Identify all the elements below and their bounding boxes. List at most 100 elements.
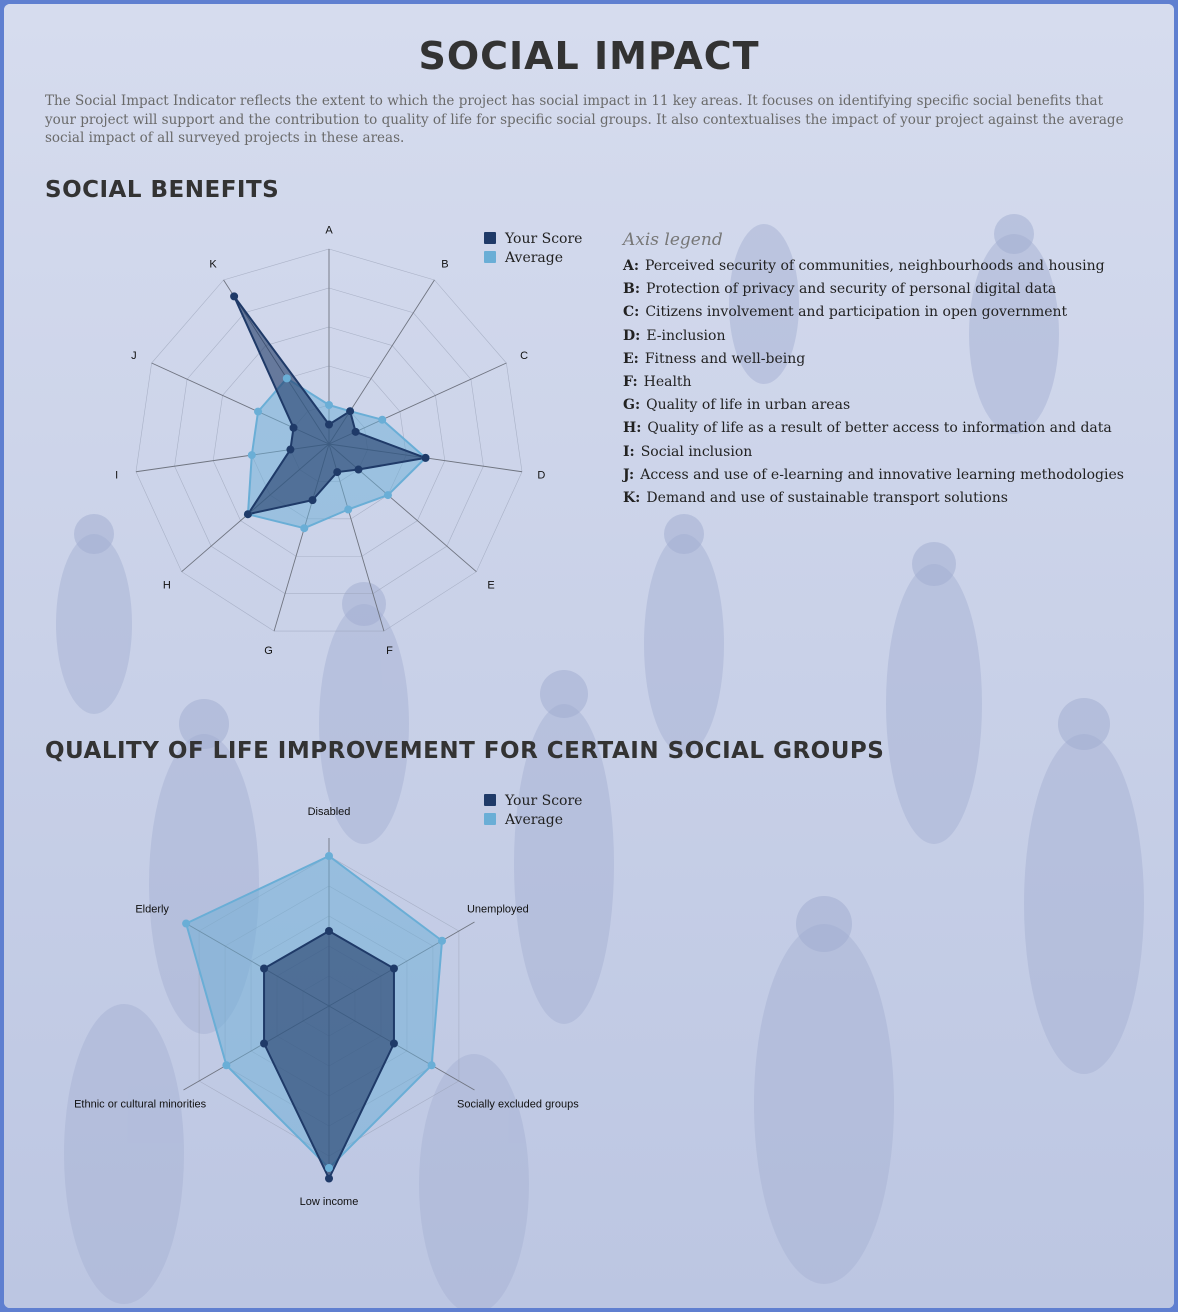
radar-axis-label: K: [209, 259, 217, 271]
radar-axis-label: Elderly: [135, 904, 169, 916]
your-score-point: [286, 445, 295, 454]
your-score-point: [325, 1174, 333, 1183]
your-score-point: [351, 427, 360, 436]
radar-axis-label: C: [520, 350, 528, 362]
average-point: [325, 852, 333, 860]
axis-legend-item: K: Demand and use of sustainable transpor…: [623, 490, 1163, 513]
average-point: [378, 415, 387, 424]
radar-grid-ring: [135, 248, 523, 632]
social-groups-radar-chart: Disabled Unemployed Socially excluded grou…: [74, 793, 582, 1208]
axis-legend-key: E:: [623, 350, 639, 367]
axis-legend-text: Quality of life as a result of better ac…: [647, 420, 1112, 437]
radar-axis-label: Socially excluded groups: [457, 1099, 579, 1111]
axis-legend-text: Quality of life in urban areas: [646, 397, 851, 414]
your-score-point: [354, 465, 363, 474]
your-score-point: [389, 1039, 398, 1048]
axis-legend-text: Social inclusion: [640, 443, 753, 460]
radar-axis-label: H: [163, 579, 171, 591]
legend-average-swatch: [484, 251, 496, 263]
radar-axis-label: D: [537, 470, 545, 482]
your-score-point: [389, 964, 398, 973]
legend-your-score-label: Your Score: [504, 793, 582, 809]
axis-legend-list: A: Perceived security of communities, nei…: [623, 258, 1163, 513]
axis-legend-key: D:: [623, 327, 641, 344]
axis-legend-text: Health: [643, 373, 692, 390]
radar-axis-label: A: [325, 225, 333, 237]
social-benefits-radar-chart: A B C D E F G H I J K Your Score Average: [115, 225, 582, 657]
radar-axis-label: J: [131, 350, 137, 362]
legend-your-score-label: Your Score: [504, 231, 582, 247]
axis-legend-text: E-inclusion: [646, 327, 726, 344]
average-point: [182, 919, 191, 928]
your-score-point: [260, 1039, 269, 1048]
radar-axis-label: F: [386, 645, 393, 657]
axis-legend: Axis legend A: Perceived security of comm…: [623, 230, 1163, 513]
axis-legend-key: K:: [623, 489, 641, 506]
axis-legend-item: E: Fitness and well-being: [623, 351, 1163, 374]
legend-average-swatch: [484, 813, 496, 825]
legend-your-score-swatch: [484, 794, 496, 806]
your-score-point: [325, 927, 333, 935]
axis-legend-item: C: Citizens involvement and participation…: [623, 304, 1163, 327]
average-point: [344, 505, 353, 514]
legend-average-label: Average: [504, 812, 563, 828]
average-point: [325, 401, 333, 409]
radar-axis-label: Disabled: [308, 806, 351, 818]
average-point: [427, 1061, 436, 1070]
axis-legend-item: A: Perceived security of communities, nei…: [623, 258, 1163, 281]
your-score-point: [333, 468, 342, 477]
axis-legend-key: H:: [623, 420, 642, 437]
axis-legend-text: Citizens involvement and participation i…: [645, 304, 1068, 321]
average-point: [282, 374, 291, 383]
axis-legend-text: Demand and use of sustainable transport …: [646, 489, 1008, 506]
axis-legend-text: Fitness and well-being: [644, 350, 806, 367]
average-point: [300, 524, 309, 533]
crowd-background-image: [4, 4, 1174, 1308]
average-point: [254, 407, 263, 416]
social-benefits-heading: SOCIAL BENEFITS: [45, 177, 280, 203]
average-point: [383, 491, 392, 500]
axis-legend-key: J:: [623, 466, 635, 483]
average-point: [247, 451, 256, 460]
radar-axis-label: G: [264, 645, 273, 657]
legend-average-label: Average: [504, 250, 563, 266]
radar-axis-label: B: [441, 259, 448, 271]
axis-legend-item: G: Quality of life in urban areas: [623, 397, 1163, 420]
your-score-point: [325, 420, 333, 429]
axis-legend-item: D: E-inclusion: [623, 328, 1163, 351]
your-score-area: [263, 930, 395, 1180]
axis-legend-item: F: Health: [623, 374, 1163, 397]
your-score-point: [346, 407, 355, 416]
axis-legend-key: F:: [623, 373, 638, 390]
axis-legend-text: Perceived security of communities, neigh…: [645, 258, 1105, 274]
your-score-point: [260, 964, 269, 973]
your-score-point: [421, 453, 430, 462]
chart-legend: Your Score Average: [484, 793, 582, 828]
axis-legend-text: Protection of privacy and security of pe…: [646, 281, 1057, 298]
axis-legend-item: I: Social inclusion: [623, 444, 1163, 467]
radar-axis-label: Low income: [300, 1196, 359, 1208]
axis-legend-item: B: Protection of privacy and security of …: [623, 281, 1163, 304]
social-groups-heading: QUALITY OF LIFE IMPROVEMENT FOR CERTAIN …: [45, 738, 885, 764]
average-point: [222, 1061, 231, 1070]
legend-your-score-swatch: [484, 232, 496, 244]
radar-axis-label: Ethnic or cultural minorities: [74, 1099, 207, 1111]
axis-legend-item: J: Access and use of e-learning and innov…: [623, 467, 1163, 490]
average-point: [325, 1164, 333, 1172]
average-point: [438, 936, 447, 945]
radar-axis-label: I: [115, 470, 118, 482]
page-frame: SOCIAL IMPACT The Social Impact Indicato…: [4, 4, 1174, 1308]
radar-axis-label: Unemployed: [467, 904, 529, 916]
radar-axis-label: E: [487, 579, 494, 591]
your-score-point: [230, 292, 239, 301]
content-layer: SOCIAL IMPACT The Social Impact Indicato…: [4, 4, 1174, 1308]
your-score-point: [289, 423, 298, 432]
chart-legend: Your Score Average: [484, 231, 582, 266]
axis-legend-key: C:: [623, 304, 640, 321]
your-score-point: [243, 510, 252, 519]
axis-legend-item: H: Quality of life as a result of better …: [623, 420, 1163, 443]
axis-legend-key: B:: [623, 281, 641, 298]
radar-grid-ring: [212, 326, 446, 557]
axis-legend-text: Access and use of e-learning and innovat…: [640, 466, 1124, 483]
your-score-point: [308, 496, 317, 505]
